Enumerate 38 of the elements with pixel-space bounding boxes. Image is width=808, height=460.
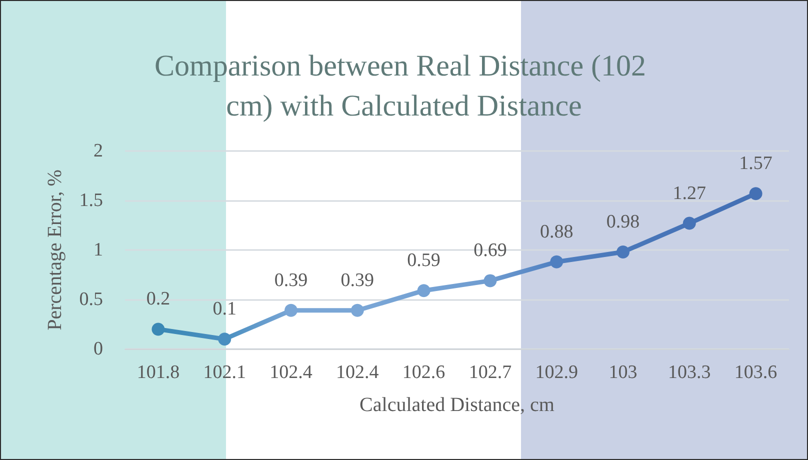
x-tick-label: 102.1	[203, 362, 246, 383]
y-tick-label: 1.5	[79, 190, 103, 211]
y-tick-label: 0.5	[79, 289, 103, 310]
y-axis-title: Percentage Error, %	[44, 170, 66, 330]
y-tick-label: 2	[94, 140, 103, 162]
data-label: 1.27	[672, 182, 706, 204]
point	[350, 304, 364, 317]
x-tick-label: 103.3	[668, 362, 711, 383]
x-axis-title: Calculated Distance, cm	[360, 394, 555, 416]
point	[616, 245, 630, 258]
data-label: 0.39	[274, 270, 308, 291]
data-label: 0.88	[540, 221, 574, 242]
x-tick-label: 101.8	[136, 362, 180, 383]
point	[152, 322, 165, 336]
point	[484, 274, 497, 288]
y-tick-label: 0	[94, 338, 103, 360]
x-tick-label: 102.4	[336, 362, 380, 383]
data-label: 0.39	[340, 270, 374, 291]
x-tick-label: 102.6	[402, 362, 446, 383]
x-tick-label: 102.4	[270, 362, 313, 383]
point	[284, 304, 298, 317]
data-label: 0.69	[474, 240, 507, 262]
point	[550, 255, 564, 268]
data-label: 0.2	[146, 288, 170, 310]
x-tick-label: 103	[608, 362, 638, 383]
point	[417, 284, 430, 298]
x-tick-label: 103.6	[734, 362, 778, 383]
data-label: 1.57	[739, 153, 772, 174]
data-label: 0.59	[407, 250, 440, 272]
chart-title: Comparison between Real Distance (102 cm) with Calculated Distance	[154, 50, 654, 122]
point	[682, 216, 696, 230]
y-tick-label: 1	[94, 240, 103, 260]
data-label: 0.98	[606, 211, 640, 232]
point	[749, 187, 762, 200]
data-label: 0.1	[212, 298, 236, 320]
point	[218, 332, 232, 346]
x-tick-label: 102.9	[535, 362, 578, 383]
x-tick-label: 102.7	[468, 362, 512, 383]
